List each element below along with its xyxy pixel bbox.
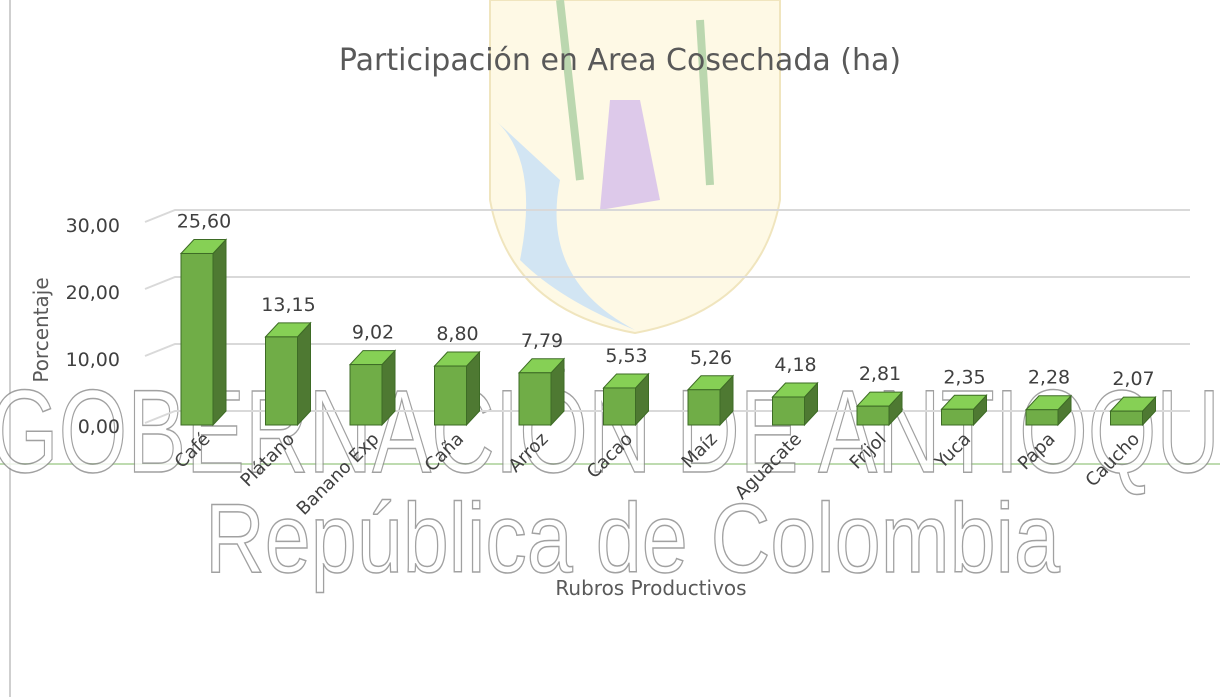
- emblem: [489, 0, 781, 335]
- bar-side: [297, 321, 311, 427]
- bar: [1110, 410, 1143, 426]
- x-axis-title: Rubros Productivos: [555, 576, 746, 600]
- bar: [1025, 409, 1059, 426]
- y-tick-label: 20,00: [66, 282, 120, 304]
- bar: [856, 405, 890, 426]
- grid-line: [144, 276, 1190, 290]
- grid-line: [144, 410, 1190, 424]
- bar: [180, 252, 214, 426]
- value-label: 2,35: [943, 366, 985, 388]
- y-axis-title: Porcentaje: [29, 277, 53, 382]
- y-tick-label: 0,00: [78, 416, 120, 438]
- value-label: 2,28: [1028, 367, 1070, 389]
- value-label: 5,26: [690, 347, 732, 369]
- bar: [941, 408, 974, 426]
- chart-title: Participación en Area Cosechada (ha): [339, 43, 901, 78]
- bar: [687, 389, 721, 426]
- y-tick-label: 10,00: [66, 349, 120, 371]
- y-tick-label: 30,00: [66, 215, 120, 237]
- value-label: 5,53: [605, 345, 647, 367]
- value-label: 4,18: [774, 354, 816, 376]
- grid-line: [144, 343, 1190, 357]
- bar: [349, 364, 383, 426]
- value-label: 8,80: [436, 323, 478, 345]
- value-label: 2,81: [859, 363, 901, 385]
- bar: [265, 336, 298, 426]
- value-label: 25,60: [177, 210, 231, 232]
- bar: [434, 365, 467, 426]
- bar-side: [212, 238, 227, 427]
- value-label: 9,02: [352, 322, 394, 344]
- grid-line: [144, 209, 1190, 223]
- value-label: 13,15: [261, 294, 315, 316]
- bar: [518, 372, 552, 426]
- value-label: 7,79: [521, 330, 563, 352]
- watermark-line2: República de Colombia: [205, 483, 1060, 593]
- bar: [772, 396, 805, 426]
- value-label: 2,07: [1112, 368, 1154, 390]
- bar: [603, 387, 636, 426]
